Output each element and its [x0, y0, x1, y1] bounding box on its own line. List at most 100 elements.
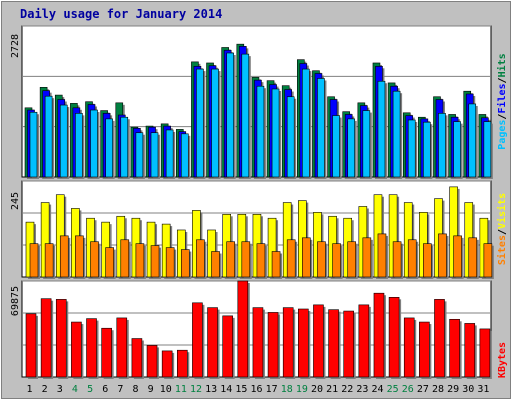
sites-bar	[271, 251, 281, 278]
kbytes-bar	[207, 307, 218, 378]
visits-panel-legend-part: Visits	[496, 193, 508, 229]
kbytes-bar	[358, 304, 370, 378]
sites-bar	[75, 235, 84, 278]
pages-bar	[75, 113, 83, 178]
pages-bar	[423, 121, 431, 178]
pages-bar	[165, 129, 174, 178]
sites-bar	[362, 237, 372, 278]
hits-panel-legend-part: /	[497, 77, 508, 83]
x-tick-label: 22	[341, 384, 353, 395]
pages-bar	[180, 133, 189, 178]
kbytes-bar	[252, 307, 264, 378]
x-tick-label: 6	[102, 384, 108, 395]
pages-bar	[453, 121, 461, 178]
x-tick-label: 25	[387, 384, 399, 395]
sites-bar	[347, 241, 357, 278]
pages-bar	[438, 113, 446, 178]
x-tick-label: 10	[160, 384, 172, 395]
sites-bar	[196, 239, 205, 278]
pages-bar	[44, 95, 53, 178]
sites-bar	[256, 243, 266, 278]
x-tick-label: 20	[311, 384, 323, 395]
pages-bar	[241, 53, 250, 178]
pages-bar	[377, 80, 386, 178]
kbytes-bar	[222, 315, 233, 378]
kbytes-bar	[403, 317, 415, 378]
visits-panel-legend: Sites/Visits	[496, 193, 508, 265]
x-tick-label: 16	[250, 384, 262, 395]
pages-bar	[256, 85, 265, 178]
kbytes-bar	[101, 327, 112, 378]
x-tick-label: 8	[132, 384, 138, 395]
visits-panel-legend-part: Sites	[496, 235, 508, 265]
pages-bar	[29, 111, 38, 178]
x-tick-label: 12	[190, 384, 202, 395]
sites-bar	[180, 249, 190, 278]
sites-bar	[120, 239, 130, 278]
x-tick-label: 17	[266, 384, 278, 395]
x-tick-label: 30	[462, 384, 474, 395]
kbytes-bar	[388, 297, 400, 378]
kbytes-bar	[55, 299, 67, 378]
pages-bar	[271, 88, 280, 178]
hits-panel-legend-part: Files	[496, 83, 508, 113]
pages-bar	[226, 52, 234, 178]
sites-bar	[90, 241, 99, 278]
pages-bar	[286, 96, 295, 178]
pages-bar	[468, 103, 477, 178]
kbytes-bar	[267, 312, 279, 378]
kbytes-bar	[434, 299, 445, 378]
kbytes-bar	[161, 350, 173, 378]
x-tick-label: 13	[205, 384, 217, 395]
sites-bar	[317, 241, 326, 278]
pages-bar	[90, 109, 98, 178]
kbytes-bar	[192, 302, 203, 378]
x-tick-label: 27	[417, 384, 429, 395]
pages-bar	[483, 121, 492, 178]
sites-bar	[241, 241, 251, 278]
kbytes-bar	[176, 349, 188, 378]
sites-bar	[29, 243, 39, 278]
x-tick-label: 26	[402, 384, 414, 395]
sites-bar	[44, 243, 54, 278]
pages-bar	[59, 104, 68, 178]
pages-bar	[362, 110, 371, 178]
kbytes-panel-legend-part: KBytes	[497, 342, 508, 378]
kbytes-bar	[86, 318, 97, 378]
x-tick-label: 29	[447, 384, 459, 395]
hits-panel-legend-part: /	[497, 114, 508, 120]
x-tick-label: 21	[326, 384, 338, 395]
sites-bar	[286, 239, 296, 278]
x-tick-label: 31	[477, 384, 489, 395]
kbytes-bar	[282, 307, 294, 378]
sites-bar	[59, 235, 69, 278]
x-tick-label: 9	[148, 384, 154, 395]
hits-panel-ymax-label: 2728	[10, 34, 21, 58]
pages-bar	[317, 78, 325, 178]
pages-bar	[332, 115, 340, 178]
sites-bar	[392, 241, 402, 278]
kbytes-bar	[373, 292, 385, 378]
sites-bar	[302, 237, 311, 278]
sites-bar	[377, 233, 387, 278]
kbytes-bar	[449, 318, 460, 378]
kbytes-bar	[71, 321, 82, 378]
kbytes-bar	[479, 328, 491, 378]
pages-bar	[105, 118, 113, 178]
visits-panel-ymax-label: 245	[10, 192, 21, 210]
sites-bar	[453, 235, 462, 278]
sites-bar	[468, 237, 478, 278]
x-tick-label: 14	[220, 384, 232, 395]
kbytes-panel-ymax-label: 69875	[10, 286, 21, 316]
kbytes-bar	[25, 313, 37, 378]
x-tick-label: 4	[72, 384, 78, 395]
pages-bar	[392, 90, 401, 178]
hits-panel-legend-part: Hits	[496, 53, 508, 77]
kbytes-bar	[131, 338, 143, 378]
x-tick-label: 11	[175, 384, 187, 395]
x-tick-label: 3	[57, 384, 63, 395]
pages-bar	[407, 119, 416, 178]
sites-bar	[423, 243, 432, 278]
